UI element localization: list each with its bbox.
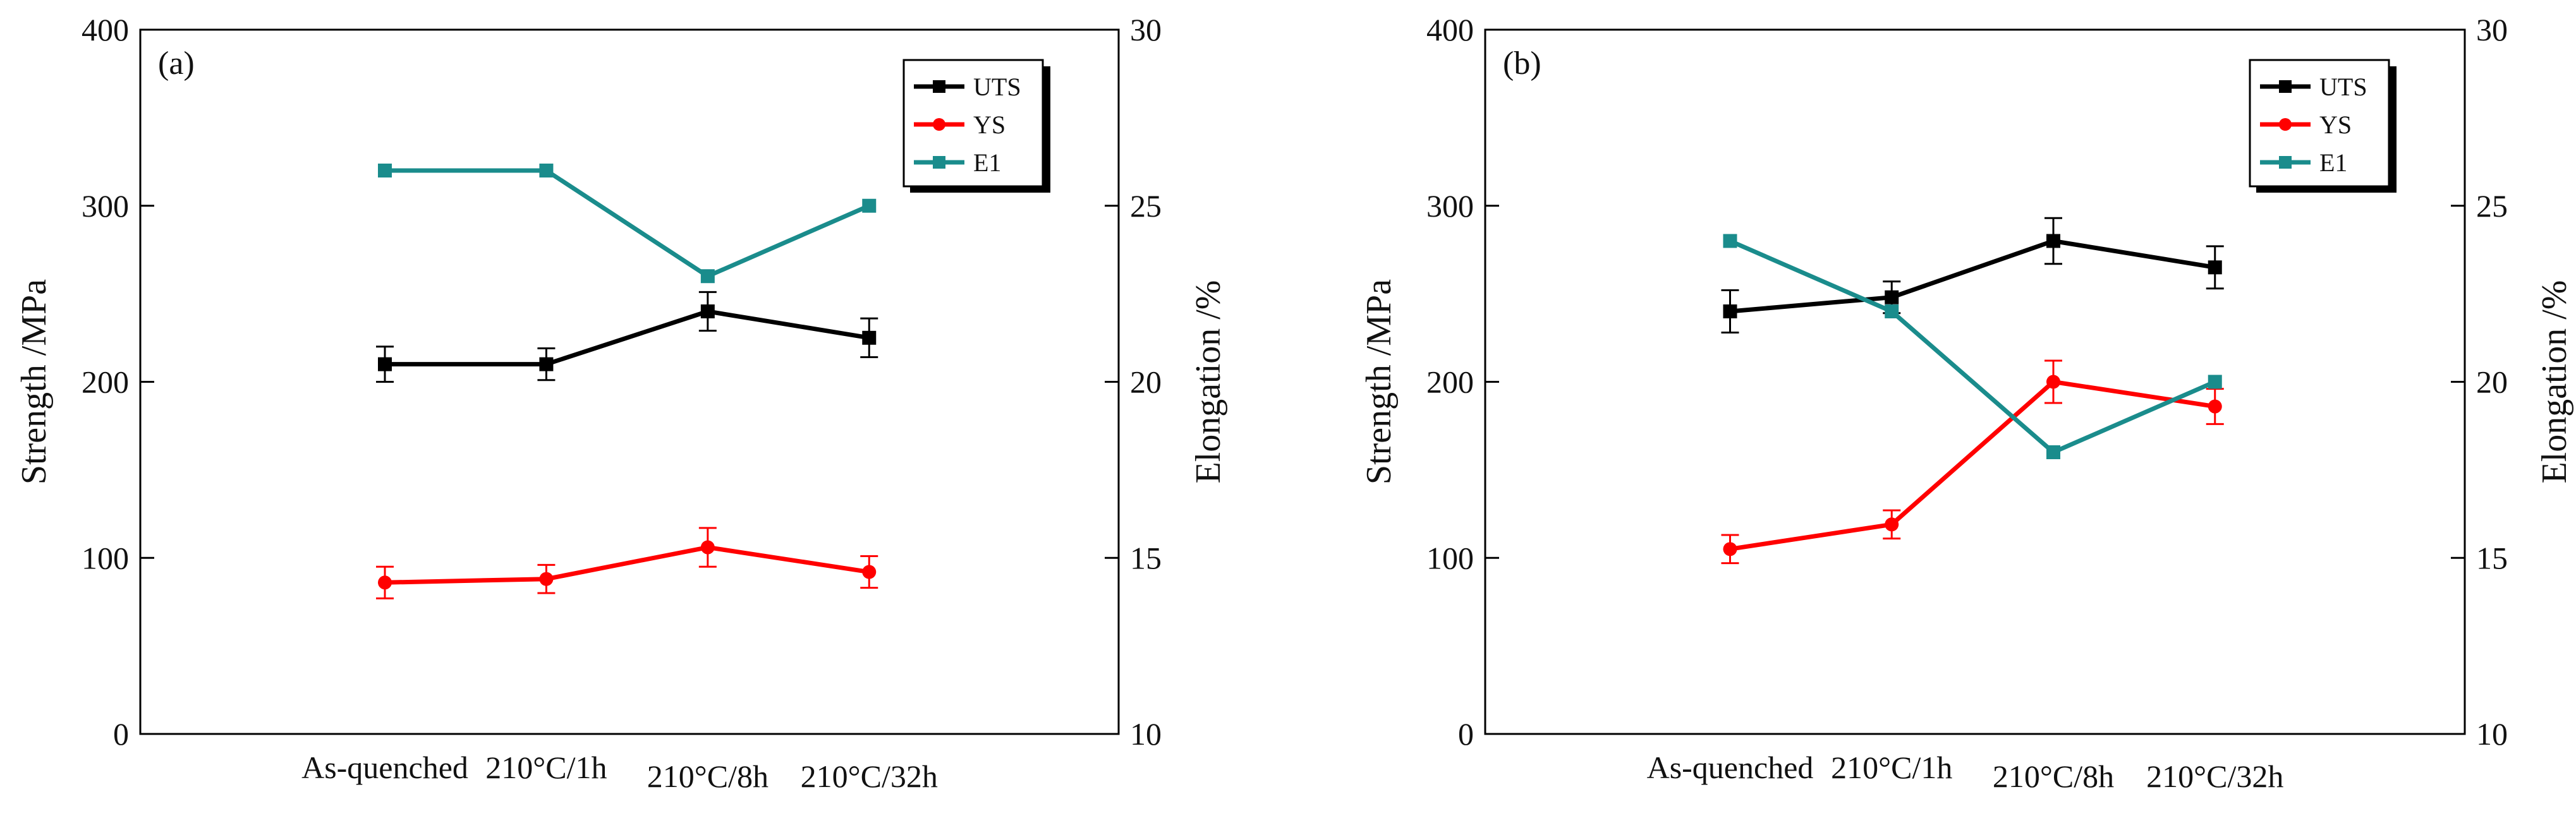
- legend-label: YS: [973, 111, 1005, 139]
- x-tick-label: As-quenched: [301, 750, 468, 785]
- y2-tick-label: 15: [1130, 540, 1162, 575]
- data-point-e1: [2046, 445, 2060, 459]
- series-line-e1: [385, 168, 870, 279]
- data-point-e1: [2208, 375, 2222, 389]
- data-point-uts: [539, 357, 554, 371]
- y2-tick-label: 20: [2476, 364, 2508, 400]
- legend-label: YS: [2319, 111, 2352, 139]
- data-point-uts: [378, 357, 392, 371]
- series-line-uts: [1730, 238, 2216, 314]
- x-tick-label: 210°C/8h: [647, 759, 769, 794]
- x-tick-label: 210°C/32h: [2146, 759, 2283, 794]
- data-point-ys: [2046, 375, 2060, 389]
- x-tick-label: 210°C/32h: [801, 759, 938, 794]
- data-point-e1: [700, 269, 715, 284]
- data-point-ys: [378, 575, 392, 590]
- legend-shadow: [2256, 186, 2395, 193]
- legend-marker: [2279, 118, 2292, 131]
- chart-panel-b: 0 100 200 300 400 10 15 20 25 30 As-quenched 210°C/…: [1359, 12, 2574, 794]
- series-line-e1: [1729, 239, 2216, 455]
- legend-label: UTS: [2319, 73, 2367, 101]
- y2-tick-label: 30: [2476, 12, 2508, 47]
- legend-shadow: [2389, 66, 2397, 193]
- data-point-ys: [1723, 542, 1737, 556]
- y-tick-label: 400: [82, 12, 129, 47]
- data-point-ys: [862, 565, 877, 579]
- legend-marker: [933, 80, 945, 93]
- legend-label: E1: [2319, 148, 2347, 177]
- series-line-uts: [385, 309, 870, 367]
- y2-tick-label: 10: [1130, 716, 1162, 752]
- data-point-ys: [700, 540, 715, 555]
- data-point-ys: [539, 572, 554, 586]
- legend-shadow: [910, 186, 1049, 193]
- y2-tick-label: 10: [2476, 716, 2508, 752]
- y-tick-label: 300: [82, 188, 129, 224]
- y2-tick-label: 15: [2476, 540, 2508, 575]
- y-tick-label: 100: [82, 540, 129, 575]
- y-tick-label: 200: [82, 364, 129, 400]
- y-tick-label: 200: [1426, 364, 1474, 400]
- y-axis-title: Strength /MPa: [1359, 279, 1399, 484]
- series-line-ys: [384, 544, 870, 585]
- x-tick-label: As-quenched: [1647, 750, 1814, 785]
- data-point-e1: [539, 164, 554, 177]
- y2-tick-label: 25: [2476, 188, 2508, 224]
- legend-label: E1: [973, 148, 1001, 177]
- legend-label: UTS: [973, 73, 1021, 101]
- data-point-e1: [1885, 304, 1899, 318]
- series-line-ys: [1729, 379, 2216, 551]
- data-point-uts: [2208, 260, 2222, 275]
- y2-tick-label: 25: [1130, 188, 1162, 224]
- data-point-uts: [2046, 234, 2060, 248]
- y2-axis-title: Elongation /%: [2535, 280, 2574, 484]
- data-point-e1: [862, 198, 877, 213]
- chart-panel-a: 0 100 200 300 400 10 15 20 25 30 As-quenched 210°C/…: [15, 12, 1228, 794]
- y2-axis-title: Elongation /%: [1189, 280, 1228, 484]
- x-tick-label: 210°C/8h: [1993, 759, 2114, 794]
- y-tick-label: 400: [1426, 12, 1474, 47]
- data-point-ys: [2208, 399, 2222, 414]
- legend-shadow: [1043, 66, 1050, 193]
- data-point-uts: [700, 304, 715, 318]
- y-tick-label: 100: [1426, 540, 1474, 575]
- legend-marker: [933, 118, 945, 131]
- x-tick-label: 210°C/1h: [1831, 750, 1952, 785]
- data-point-e1: [378, 164, 392, 177]
- y-tick-label: 300: [1426, 188, 1474, 224]
- data-point-uts: [1723, 304, 1737, 318]
- data-point-ys: [1885, 517, 1899, 532]
- x-tick-label: 210°C/1h: [485, 750, 607, 785]
- y-axis-title: Strength /MPa: [15, 279, 54, 484]
- legend-marker: [933, 156, 945, 169]
- legend-marker: [2279, 156, 2292, 169]
- y2-tick-label: 30: [1130, 12, 1162, 47]
- data-point-e1: [1723, 234, 1737, 248]
- data-point-uts: [862, 330, 877, 345]
- legend-marker: [2279, 80, 2292, 93]
- panel-label: (b): [1503, 45, 1541, 81]
- y2-tick-label: 20: [1130, 364, 1162, 400]
- y-tick-label: 0: [1458, 716, 1474, 752]
- y-tick-label: 0: [113, 716, 129, 752]
- panel-label: (a): [158, 45, 195, 81]
- data-point-uts: [1885, 290, 1899, 304]
